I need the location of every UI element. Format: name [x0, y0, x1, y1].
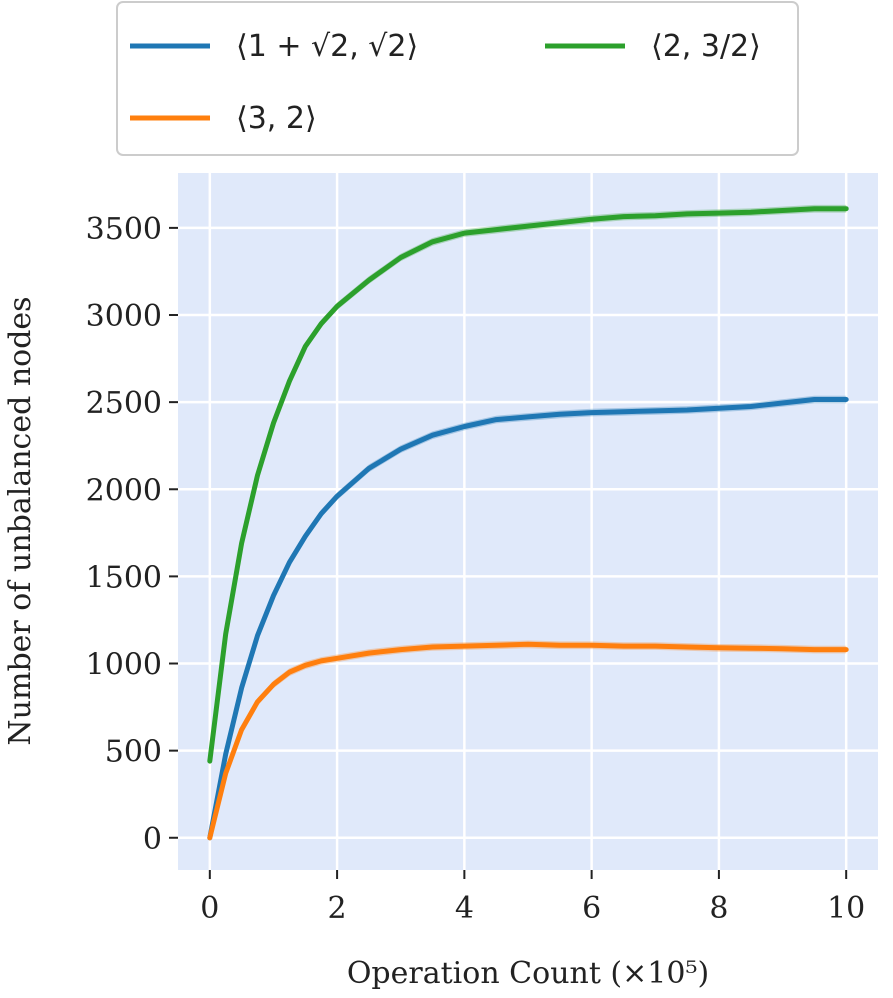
series-2-line	[207, 206, 849, 764]
x-tick-label: 6	[582, 891, 601, 926]
legend-box	[116, 1, 799, 156]
legend-label-series-1: ⟨1 + √2, √2⟩	[236, 29, 418, 64]
y-tick-label: 3000	[86, 299, 162, 334]
x-axis-ticks: 0 2 4 6 8 10	[200, 870, 865, 926]
x-tick-label: 0	[200, 891, 219, 926]
x-tick-label: 10	[827, 891, 865, 926]
y-tick-label: 3500	[86, 212, 162, 247]
y-tick-label: 500	[105, 735, 162, 770]
legend-label-series-3: ⟨3, 2⟩	[236, 101, 317, 136]
legend: ⟨1 + √2, √2⟩ ⟨2, 3/2⟩ ⟨3, 2⟩	[116, 1, 799, 156]
x-axis-label: Operation Count (×10⁵)	[347, 956, 709, 991]
y-axis-ticks: 0 500 1000 1500 2000 2500 3000 3500	[86, 212, 178, 857]
legend-label-series-2: ⟨2, 3/2⟩	[651, 29, 761, 64]
x-tick-label: 8	[709, 891, 728, 926]
series-1-line	[207, 397, 849, 841]
series-layer	[207, 204, 849, 841]
y-axis-label: Number of unbalanced nodes	[3, 296, 38, 745]
x-tick-label: 4	[455, 891, 474, 926]
y-tick-label: 1500	[86, 560, 162, 595]
series-3-line	[207, 641, 849, 841]
y-tick-label: 0	[143, 822, 162, 857]
plot-background	[178, 173, 878, 870]
y-tick-label: 2000	[86, 473, 162, 508]
y-tick-label: 1000	[86, 648, 162, 683]
x-tick-label: 2	[328, 891, 347, 926]
y-tick-label: 2500	[86, 386, 162, 421]
